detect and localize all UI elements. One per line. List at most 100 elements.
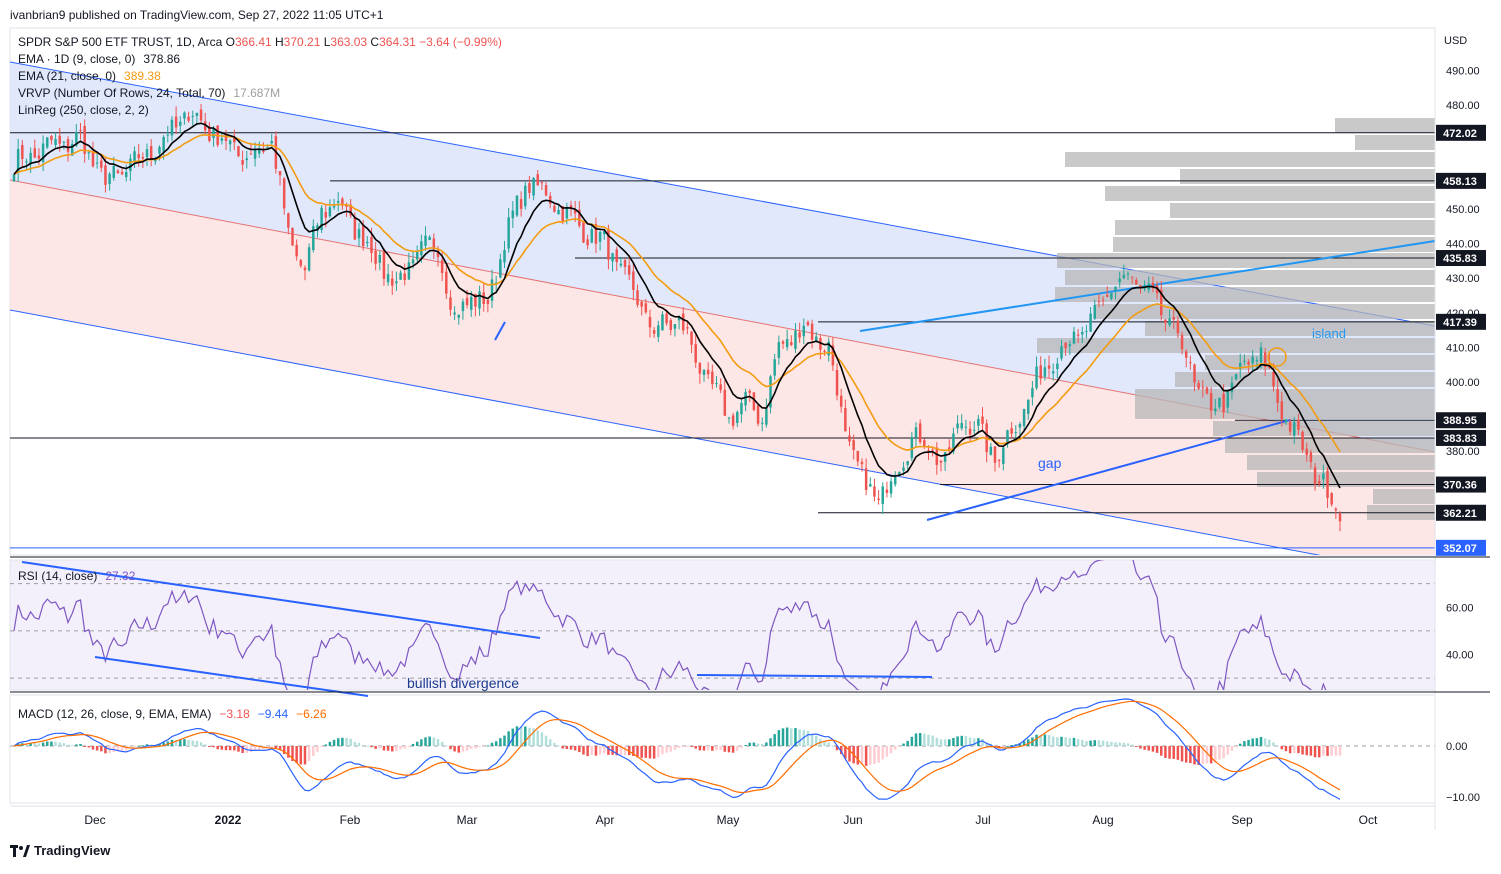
- macd-histogram-bar: [1018, 743, 1022, 746]
- macd-histogram-bar: [1076, 738, 1080, 746]
- macd-histogram-bar: [199, 742, 203, 746]
- candle-body: [1139, 285, 1142, 288]
- candle-body: [1089, 313, 1092, 332]
- candle-body: [440, 260, 444, 274]
- legend-value: 370.21: [284, 35, 321, 49]
- macd-histogram-bar: [532, 728, 535, 746]
- candle-body: [802, 325, 806, 337]
- candle-body: [1160, 289, 1163, 316]
- candle-body: [611, 253, 614, 262]
- candle-body: [798, 332, 801, 338]
- candle-body: [1255, 360, 1259, 362]
- macd-histogram-bar: [37, 743, 41, 746]
- rsi-axis-tick: 40.00: [1446, 650, 1474, 662]
- candle-body: [361, 224, 365, 247]
- candle-body: [578, 209, 581, 226]
- macd-histogram-bar: [1139, 746, 1142, 749]
- macd-histogram-bar: [972, 738, 976, 746]
- macd-histogram-bar: [657, 746, 660, 758]
- vrvp-row: [1335, 118, 1435, 133]
- macd-histogram-bar: [590, 746, 594, 756]
- macd-histogram-bar: [1189, 746, 1192, 764]
- candle-body: [1026, 399, 1030, 414]
- candle-body: [179, 121, 182, 126]
- legend-value: 364.31: [379, 35, 416, 49]
- macd-histogram-bar: [1114, 742, 1117, 746]
- currency-label: USD: [1444, 35, 1467, 47]
- candle-body: [1297, 419, 1300, 430]
- macd-histogram-bar: [544, 735, 548, 746]
- macd-histogram-bar: [320, 746, 323, 747]
- macd-histogram-bar: [615, 746, 618, 756]
- legend-ema9-label: EMA · 1D (9, close, 0): [18, 52, 135, 66]
- candle-body: [1085, 331, 1088, 333]
- candle-body: [1230, 382, 1234, 393]
- macd-histogram-bar: [486, 745, 490, 747]
- candle-body: [524, 185, 527, 207]
- candle-body: [1014, 432, 1018, 434]
- candle-body: [544, 185, 548, 196]
- candle-body: [1184, 351, 1188, 358]
- macd-histogram-bar: [299, 746, 303, 765]
- candle-body: [112, 165, 116, 178]
- candle-body: [341, 198, 344, 206]
- macd-histogram-bar: [1301, 746, 1304, 755]
- candle-body: [108, 173, 111, 184]
- legend-linreg-label: LinReg (250, close, 2, 2): [18, 103, 149, 117]
- macd-histogram-bar: [179, 739, 182, 746]
- macd-histogram-bar: [324, 744, 328, 746]
- candle-body: [657, 325, 660, 337]
- macd-histogram-bar: [1130, 744, 1134, 746]
- macd-histogram-bar: [1039, 734, 1042, 746]
- macd-histogram-bar: [582, 746, 585, 755]
- candle-body: [1164, 319, 1167, 323]
- candle-body: [245, 158, 249, 161]
- candle-body: [569, 205, 573, 210]
- candle-body: [174, 116, 178, 128]
- candle-body: [382, 251, 386, 279]
- macd-histogram-bar: [869, 746, 872, 765]
- macd-histogram-bar: [1313, 746, 1317, 758]
- macd-histogram-bar: [914, 733, 918, 746]
- time-axis-tick: Apr: [596, 813, 615, 827]
- candle-body: [1197, 383, 1200, 389]
- macd-histogram-bar: [129, 746, 132, 749]
- candle-body: [282, 178, 286, 209]
- candle-body: [918, 423, 922, 443]
- macd-histogram-bar: [1214, 746, 1217, 763]
- candle-body: [1209, 393, 1213, 411]
- candle-body: [428, 236, 431, 240]
- macd-histogram-bar: [1297, 746, 1300, 754]
- candle-body: [1172, 317, 1175, 320]
- candle-body: [1263, 352, 1267, 367]
- candle-body: [623, 260, 627, 267]
- price-level-label: 417.39: [1443, 317, 1477, 329]
- vrvp-row: [1373, 489, 1435, 504]
- candle-body: [386, 274, 390, 283]
- macd-histogram-bar: [931, 735, 934, 746]
- macd-histogram-bar: [50, 741, 53, 746]
- island-marker: [1267, 347, 1287, 367]
- candle-body: [839, 395, 843, 407]
- candle-body: [765, 408, 768, 425]
- macd-histogram-bar: [1222, 746, 1225, 759]
- candle-body: [935, 447, 939, 465]
- macd-histogram-bar: [341, 737, 344, 746]
- macd-histogram-bar: [79, 744, 82, 746]
- candle-body: [948, 447, 951, 450]
- macd-histogram-bar: [943, 739, 947, 746]
- footer-brand[interactable]: TradingView: [10, 843, 110, 858]
- rsi-layer: [10, 560, 1435, 690]
- candle-body: [632, 271, 635, 290]
- candle-body: [1251, 356, 1254, 364]
- candle-body: [353, 216, 357, 240]
- macd-histogram-bar: [174, 739, 178, 746]
- candle-body: [636, 290, 639, 305]
- candle-body: [420, 241, 423, 256]
- candle-body: [266, 147, 269, 149]
- macd-histogram-bar: [1047, 735, 1051, 746]
- candle-body: [1193, 364, 1196, 383]
- macd-histogram-bar: [1276, 745, 1279, 747]
- macd-histogram-bar: [898, 746, 901, 747]
